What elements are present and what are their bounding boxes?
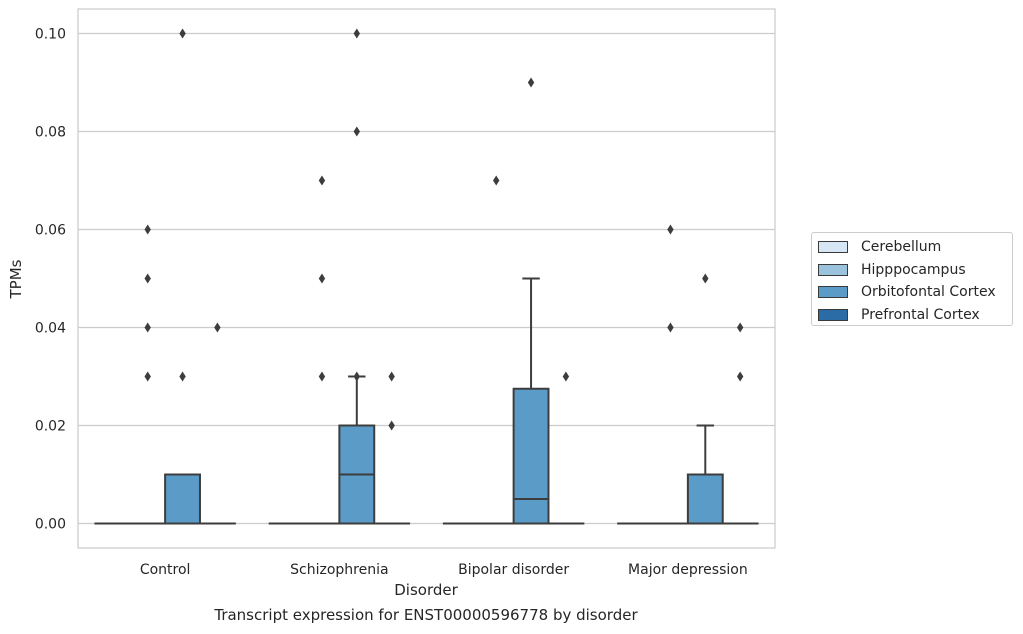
legend: Cerebellum Hipppocampus Orbitofontal Cor… bbox=[811, 232, 1013, 326]
box bbox=[512, 387, 550, 525]
outlier-point bbox=[388, 371, 395, 382]
y-tick-label: 0.06 bbox=[35, 223, 66, 239]
outlier-point bbox=[667, 322, 674, 333]
outlier-point bbox=[736, 371, 744, 382]
outlier-point bbox=[562, 371, 570, 382]
y-tick-labels: 0.00 0.02 0.04 0.06 0.08 0.10 bbox=[35, 27, 66, 533]
grid-lines bbox=[78, 32, 775, 525]
outlier-point bbox=[214, 322, 221, 333]
box bbox=[164, 473, 201, 525]
y-tick-label: 0.00 bbox=[35, 517, 66, 533]
outlier-point bbox=[144, 322, 151, 333]
x-tick-label: Control bbox=[140, 562, 191, 578]
outlier-point bbox=[318, 273, 326, 284]
legend-label: Orbitofontal Cortex bbox=[861, 284, 996, 301]
y-axis-label: TPMs bbox=[7, 259, 25, 299]
x-tick-label: Major depression bbox=[628, 562, 748, 578]
outlier-point bbox=[144, 371, 151, 382]
legend-label: Prefrontal Cortex bbox=[861, 306, 980, 323]
outlier-point bbox=[179, 28, 186, 39]
legend-item: Hipppocampus bbox=[818, 259, 1012, 282]
boxes-layer bbox=[94, 28, 759, 525]
outlier-point bbox=[388, 420, 395, 431]
x-tick-label: Schizophrenia bbox=[290, 562, 388, 578]
legend-swatch bbox=[818, 286, 848, 299]
legend-item: Cerebellum bbox=[818, 236, 1012, 259]
outlier-point bbox=[318, 371, 326, 382]
outlier-point bbox=[667, 224, 674, 235]
y-tick-label: 0.02 bbox=[35, 419, 66, 435]
y-tick-label: 0.04 bbox=[35, 321, 66, 337]
outlier-point bbox=[353, 371, 360, 382]
outlier-point bbox=[353, 28, 360, 39]
outlier-point bbox=[493, 175, 500, 186]
legend-item: Prefrontal Cortex bbox=[818, 304, 1012, 327]
legend-label: Hipppocampus bbox=[861, 261, 966, 278]
legend-item: Orbitofontal Cortex bbox=[818, 281, 1012, 304]
x-tick-label: Bipolar disorder bbox=[458, 562, 569, 578]
outlier-point bbox=[527, 77, 535, 88]
outlier-point bbox=[144, 273, 151, 284]
box bbox=[686, 473, 724, 525]
outlier-point bbox=[179, 371, 186, 382]
y-tick-label: 0.10 bbox=[35, 27, 66, 43]
legend-swatch bbox=[818, 241, 848, 254]
outlier-point bbox=[144, 224, 151, 235]
y-tick-label: 0.08 bbox=[35, 125, 66, 141]
plot-frame bbox=[77, 8, 776, 549]
outlier-point bbox=[318, 175, 326, 186]
chart-caption: Transcript expression for ENST0000059677… bbox=[214, 606, 638, 624]
legend-label: Cerebellum bbox=[861, 239, 942, 256]
legend-swatch bbox=[818, 308, 848, 321]
outlier-point bbox=[736, 322, 744, 333]
x-axis-label: Disorder bbox=[394, 581, 458, 599]
outlier-point bbox=[353, 126, 360, 137]
x-tick-labels: Control Schizophrenia Bipolar disorder Majo… bbox=[140, 562, 748, 578]
outlier-point bbox=[702, 273, 709, 284]
legend-swatch bbox=[818, 263, 848, 276]
